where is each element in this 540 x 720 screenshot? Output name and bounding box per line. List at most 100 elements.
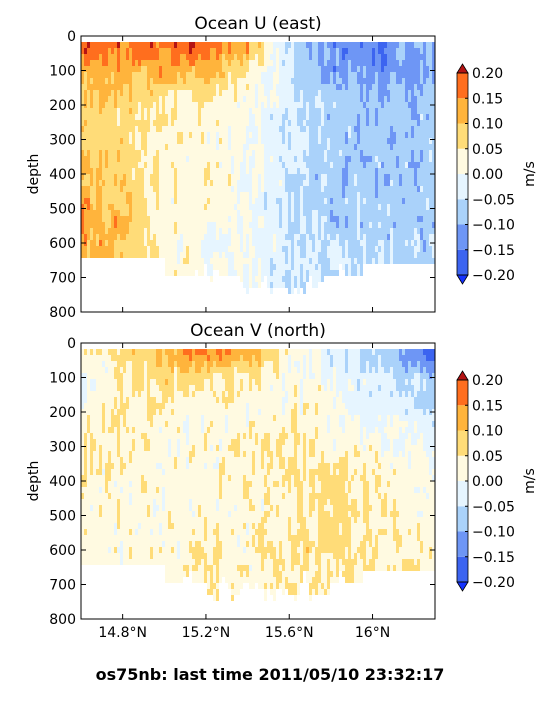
data-cell	[216, 349, 219, 355]
data-cell	[132, 361, 135, 367]
data-cell	[312, 144, 315, 150]
data-cell	[291, 114, 294, 120]
data-cell	[246, 72, 249, 78]
data-cell	[414, 162, 417, 168]
data-cell	[186, 72, 189, 78]
data-cell	[147, 48, 150, 54]
data-cell	[264, 102, 267, 108]
data-cell	[210, 138, 213, 144]
data-cell	[297, 114, 300, 120]
data-cell	[342, 102, 345, 108]
data-cell	[309, 264, 312, 270]
data-cell	[264, 264, 267, 270]
data-cell	[282, 78, 285, 84]
data-cell	[246, 54, 249, 60]
data-cell	[141, 90, 144, 96]
data-cell	[213, 349, 216, 355]
data-cell	[297, 156, 300, 162]
data-cell	[216, 234, 219, 240]
data-cell	[399, 90, 402, 96]
data-cell	[423, 228, 426, 234]
data-cell	[261, 162, 264, 168]
data-cell	[174, 349, 177, 355]
data-cell	[294, 240, 297, 246]
data-cell	[270, 180, 273, 186]
data-cell	[303, 120, 306, 126]
data-cell	[297, 216, 300, 222]
data-cell	[156, 246, 159, 252]
data-cell	[123, 234, 126, 240]
data-cell	[363, 48, 366, 54]
data-cell	[177, 90, 180, 96]
data-cell	[84, 216, 87, 222]
data-cell	[333, 240, 336, 246]
data-cell	[126, 66, 129, 72]
data-cell	[141, 150, 144, 156]
data-cell	[387, 48, 390, 54]
data-cell	[171, 246, 174, 252]
data-cell	[153, 240, 156, 246]
data-cell	[402, 222, 405, 228]
data-cell	[303, 102, 306, 108]
data-cell	[423, 252, 426, 258]
data-cell	[360, 174, 363, 180]
data-cell	[231, 174, 234, 180]
data-cell	[102, 96, 105, 102]
data-cell	[285, 60, 288, 66]
data-cell	[369, 48, 372, 54]
data-cell	[192, 192, 195, 198]
data-cell	[234, 156, 237, 162]
data-cell	[279, 156, 282, 162]
data-cell	[426, 84, 429, 90]
data-cell	[291, 210, 294, 216]
data-cell	[300, 198, 303, 204]
data-cell	[423, 144, 426, 150]
data-cell	[141, 240, 144, 246]
data-cell	[243, 174, 246, 180]
data-cell	[234, 180, 237, 186]
data-cell	[216, 114, 219, 120]
data-cell	[117, 367, 120, 373]
data-cell	[273, 186, 276, 192]
data-cell	[114, 349, 117, 355]
data-cell	[108, 102, 111, 108]
data-cell	[177, 180, 180, 186]
data-cell	[420, 240, 423, 246]
data-cell	[240, 66, 243, 72]
data-cell	[159, 126, 162, 132]
data-cell	[396, 174, 399, 180]
data-cell	[222, 228, 225, 234]
data-cell	[327, 361, 330, 367]
data-cell	[222, 210, 225, 216]
data-cell	[207, 192, 210, 198]
data-cell	[81, 168, 84, 174]
data-cell	[333, 252, 336, 258]
data-cell	[381, 228, 384, 234]
data-cell	[267, 108, 270, 114]
data-cell	[156, 355, 159, 361]
data-cell	[120, 48, 123, 54]
data-cell	[288, 192, 291, 198]
data-cell	[399, 150, 402, 156]
data-cell	[183, 114, 186, 120]
data-cell	[276, 114, 279, 120]
data-cell	[270, 42, 273, 48]
data-cell	[393, 132, 396, 138]
data-cell	[219, 126, 222, 132]
data-cell	[345, 168, 348, 174]
data-cell	[342, 240, 345, 246]
data-cell	[291, 192, 294, 198]
data-cell	[105, 156, 108, 162]
data-cell	[237, 90, 240, 96]
data-cell	[381, 216, 384, 222]
data-cell	[189, 180, 192, 186]
data-cell	[381, 66, 384, 72]
data-cell	[342, 198, 345, 204]
data-cell	[303, 276, 306, 282]
data-cell	[177, 96, 180, 102]
data-cell	[180, 66, 183, 72]
data-cell	[348, 126, 351, 132]
data-cell	[234, 162, 237, 168]
data-cell	[312, 222, 315, 228]
data-cell	[237, 210, 240, 216]
